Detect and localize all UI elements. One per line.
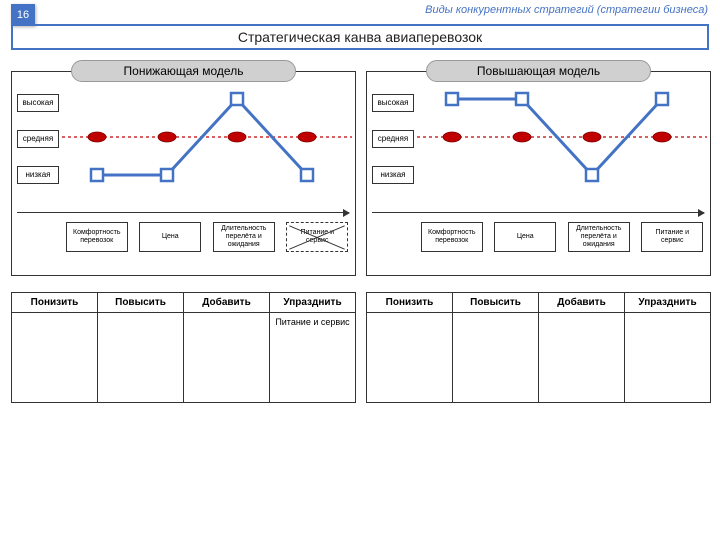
th-lower: Понизить <box>12 293 98 313</box>
xlabel-comfort: Комфортность перевозок <box>66 222 128 252</box>
td-lower <box>367 313 453 403</box>
panel-body-left: высокая средняя низкая Комфортность пере… <box>11 71 356 276</box>
panel-title-right: Повышающая модель <box>426 60 651 82</box>
panel-body-right: высокая средняя низкая Комфортность пере… <box>366 71 711 276</box>
table-row-header: Понизить Повысить Добавить Упразднить <box>367 293 711 313</box>
xlabel-comfort: Комфортность перевозок <box>421 222 483 252</box>
xlabel-food-crossed: Питание и сервис <box>286 222 348 252</box>
td-add <box>539 313 625 403</box>
xlabels-right: Комфортность перевозок Цена Длительность… <box>417 222 707 262</box>
td-add <box>184 313 270 403</box>
th-lower: Понизить <box>367 293 453 313</box>
th-raise: Повысить <box>453 293 539 313</box>
xlabel-duration: Длительность перелёта и ожидания <box>213 222 275 252</box>
xlabel-duration: Длительность перелёта и ожидания <box>568 222 630 252</box>
xlabel-price: Цена <box>494 222 556 252</box>
xlabel-price: Цена <box>139 222 201 252</box>
th-remove: Упразднить <box>625 293 711 313</box>
table-right: Понизить Повысить Добавить Упразднить <box>366 292 711 403</box>
panel-title-left: Понижающая модель <box>71 60 296 82</box>
table-row <box>367 313 711 403</box>
th-remove: Упразднить <box>270 293 356 313</box>
td-lower <box>12 313 98 403</box>
axis-x-right <box>372 212 704 213</box>
th-add: Добавить <box>539 293 625 313</box>
ylabel-mid: средняя <box>17 130 59 148</box>
header-text: Виды конкурентных стратегий (стратегии б… <box>425 4 708 16</box>
table-left: Понизить Повысить Добавить Упразднить Пи… <box>11 292 356 403</box>
th-raise: Повысить <box>98 293 184 313</box>
panel-raising: Повышающая модель высокая средняя низкая… <box>366 60 711 280</box>
table-row: Питание и сервис <box>12 313 356 403</box>
ylabel-low: низкая <box>372 166 414 184</box>
chart-svg-right <box>417 87 707 197</box>
panel-lowering: Понижающая модель высокая средняя низкая… <box>11 60 356 280</box>
td-raise <box>98 313 184 403</box>
xlabel-food: Питание и сервис <box>641 222 703 252</box>
chart-right <box>417 87 707 197</box>
td-remove <box>625 313 711 403</box>
chart-left <box>62 87 352 197</box>
table-row-header: Понизить Повысить Добавить Упразднить <box>12 293 356 313</box>
ylabel-high: высокая <box>372 94 414 112</box>
axis-x-left <box>17 212 349 213</box>
chart-svg-left <box>62 87 352 197</box>
td-raise <box>453 313 539 403</box>
page-number: 16 <box>11 4 35 26</box>
ylabel-mid: средняя <box>372 130 414 148</box>
page-title: Стратегическая канва авиаперевозок <box>11 24 709 50</box>
th-add: Добавить <box>184 293 270 313</box>
td-remove: Питание и сервис <box>270 313 356 403</box>
ylabel-low: низкая <box>17 166 59 184</box>
ylabel-high: высокая <box>17 94 59 112</box>
xlabels-left: Комфортность перевозок Цена Длительность… <box>62 222 352 262</box>
